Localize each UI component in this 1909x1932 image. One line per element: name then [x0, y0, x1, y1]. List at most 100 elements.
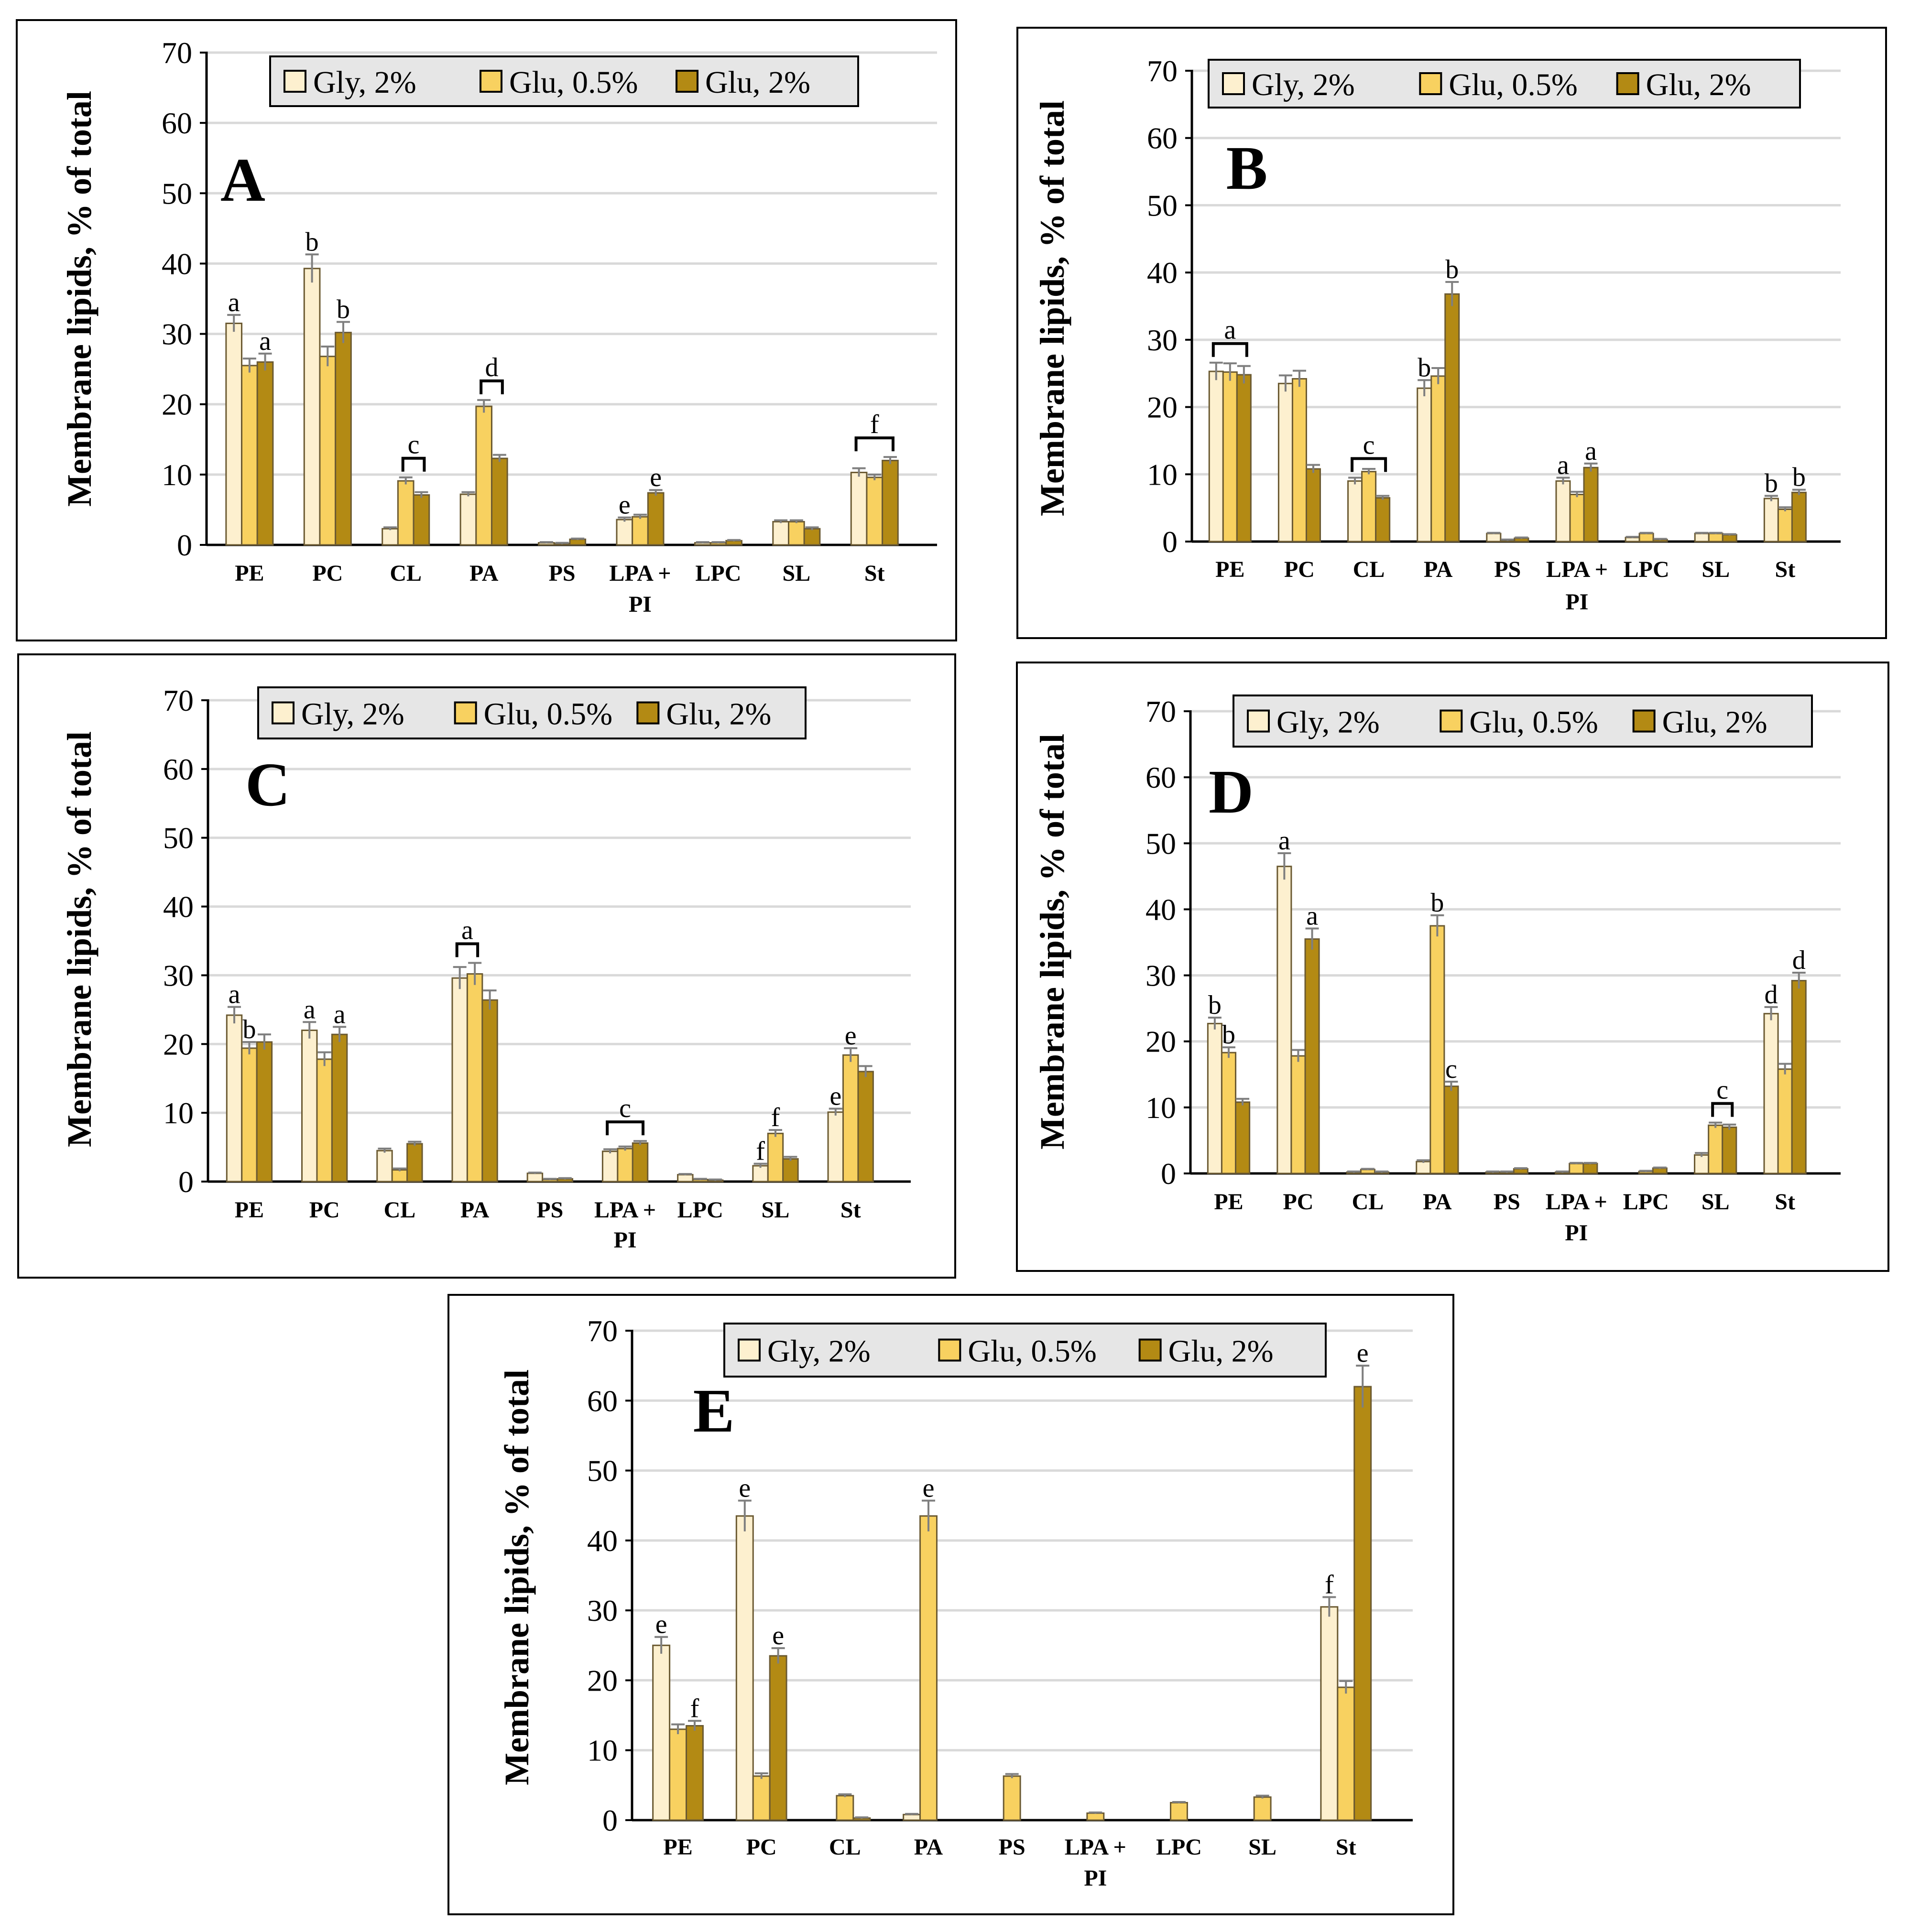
bar [335, 332, 352, 546]
legend-box [1208, 59, 1801, 109]
bar [1569, 1162, 1584, 1174]
x-tick-label: LPC [1624, 557, 1669, 582]
y-axis-label: Membrane lipids, % of total [60, 91, 98, 507]
bar [1791, 980, 1807, 1174]
legend-label: Glu, 0.5% [1449, 67, 1577, 102]
bar [857, 1071, 874, 1183]
x-tick-label: LPC [695, 561, 741, 586]
bar [459, 493, 477, 546]
x-tick-label: PA [1423, 1189, 1452, 1215]
bar [803, 528, 821, 546]
bar [481, 999, 498, 1183]
bar [1722, 1126, 1737, 1174]
chart-panel-e: 0 10 20 30 40 50 60 70 Membrane lipids, % of tot… [447, 1294, 1454, 1915]
x-tick-label: PA [469, 561, 499, 586]
significance-bracket [1211, 342, 1248, 357]
x-tick-label: LPC [677, 1197, 723, 1223]
chart-panel-c: 0 10 20 30 40 50 60 70 Membrane lipids, % of tot… [17, 653, 956, 1279]
bar [466, 973, 483, 1183]
significance-letter: e [829, 1082, 841, 1111]
significance-letter: e [739, 1473, 751, 1503]
legend-label: Gly, 2% [301, 697, 404, 732]
bar [1361, 471, 1377, 543]
y-tick-label: 10 [1147, 457, 1178, 491]
bar [475, 405, 492, 546]
y-tick-label: 50 [587, 1454, 618, 1488]
y-tick-label: 0 [178, 1165, 194, 1199]
x-tick-label-line: PI [629, 592, 652, 617]
x-tick-label: SL [782, 561, 810, 586]
x-tick-label: St [864, 561, 885, 586]
significance-letter: a [1306, 901, 1318, 931]
significance-bracket [1711, 1102, 1734, 1117]
x-tick-label: SL [1702, 1189, 1730, 1215]
bar [836, 1795, 854, 1821]
bar [1555, 480, 1571, 543]
significance-letter: e [772, 1621, 784, 1650]
bar [1003, 1775, 1021, 1821]
x-tick-label: PS [1494, 557, 1521, 582]
bar [1430, 375, 1446, 543]
bar [301, 1030, 318, 1183]
bar [1235, 1101, 1251, 1174]
legend-label: Glu, 2% [1662, 705, 1767, 740]
x-tick-label-line: LPA + [1546, 1189, 1607, 1215]
legend-label: Glu, 0.5% [509, 65, 638, 100]
x-tick-label-line: LPA + [594, 1197, 656, 1223]
x-tick-label: PC [1283, 1189, 1313, 1215]
legend-swatch [1419, 72, 1442, 95]
legend-swatch [938, 1338, 961, 1362]
bar [569, 538, 587, 546]
bar [686, 1725, 704, 1821]
significance-letter: a [228, 288, 240, 317]
chart-panel-d: 0 10 20 30 40 50 60 70 Membrane lipids, % of tot… [1016, 662, 1889, 1272]
x-tick-label: SL [762, 1197, 790, 1223]
legend-swatch [480, 70, 502, 93]
significance-letter: a [229, 980, 240, 1009]
bar [903, 1813, 921, 1821]
significance-letter: e [923, 1473, 935, 1503]
panel-frame [447, 1294, 1454, 1915]
y-axis-label: Membrane lipids, % of total [1033, 100, 1071, 516]
legend-label: Glu, 2% [705, 65, 810, 100]
y-tick-label: 50 [163, 821, 194, 855]
legend-label: Glu, 2% [1168, 1334, 1274, 1369]
bar [1276, 866, 1292, 1174]
y-tick-label: 0 [1161, 1157, 1176, 1191]
legend-box [723, 1323, 1327, 1378]
y-tick-label: 0 [1162, 525, 1178, 559]
y-tick-label: 40 [163, 890, 194, 924]
y-tick-label: 30 [162, 317, 192, 351]
panel-frame [16, 19, 957, 641]
y-tick-label: 50 [1145, 826, 1176, 860]
x-tick-label: SL [1248, 1834, 1276, 1860]
legend-label: Gly, 2% [1276, 705, 1380, 740]
significance-letter: a [1557, 450, 1569, 480]
significance-letter: f [756, 1137, 765, 1166]
x-tick-label: PC [746, 1834, 777, 1860]
legend-swatch [1440, 709, 1463, 733]
bar [782, 1158, 799, 1183]
y-tick-label: 30 [587, 1594, 618, 1628]
significance-letter: b [1430, 888, 1444, 918]
bar [1429, 925, 1445, 1174]
bar [303, 268, 321, 546]
bar [617, 1148, 633, 1183]
bar [1221, 1052, 1237, 1174]
legend-label: Glu, 2% [666, 697, 771, 732]
bar [413, 494, 430, 546]
bar [491, 457, 508, 546]
bar [319, 356, 337, 546]
legend-swatch [636, 701, 660, 725]
legend-box [1233, 695, 1813, 748]
legend-label: Gly, 2% [313, 65, 416, 100]
y-tick-label: 40 [162, 247, 192, 281]
y-tick-label: 50 [1147, 188, 1178, 222]
bar [1236, 374, 1252, 543]
bar [919, 1515, 938, 1821]
y-tick-label: 30 [1147, 323, 1178, 357]
significance-letter: f [771, 1103, 780, 1132]
x-tick-label: LPC [1623, 1189, 1669, 1215]
y-tick-label: 20 [1147, 391, 1178, 424]
significance-letter: e [845, 1021, 857, 1051]
